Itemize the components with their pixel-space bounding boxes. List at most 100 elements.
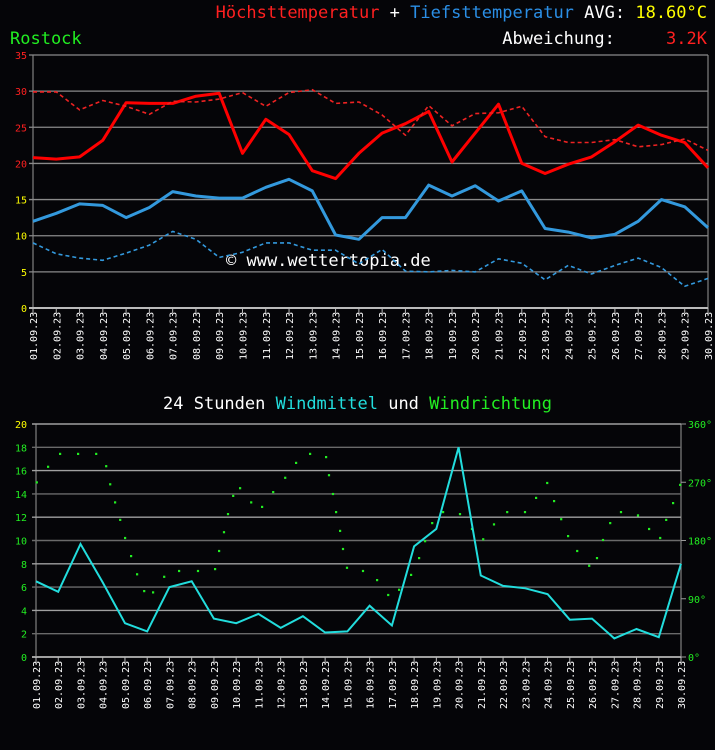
wind-direction-point [152, 591, 155, 594]
x-tick-label: 14.09.23 [321, 661, 332, 709]
wind-direction-point [284, 476, 287, 479]
wind-direction-point [672, 502, 675, 505]
wind-title-middle: und [377, 394, 430, 414]
x-tick-label: 15.09.23 [343, 661, 354, 709]
y-tick-label: 0 [21, 304, 27, 315]
wind-direction-point [339, 529, 342, 532]
avg-value: 18.60°C [635, 3, 707, 23]
wind-direction-point [546, 481, 549, 485]
y-tick-label: 2 [21, 630, 27, 641]
x-tick-label: 13.09.23 [308, 312, 319, 360]
avg-label: AVG: [573, 3, 636, 23]
y-tick-label: 10 [15, 232, 27, 243]
x-tick-label: 27.09.23 [610, 661, 621, 709]
y2-tick-label: 270° [688, 478, 712, 489]
y-tick-label: 15 [15, 196, 27, 207]
x-tick-label: 16.09.23 [378, 312, 389, 360]
x-tick-label: 09.09.23 [210, 661, 221, 709]
y-tick-label: 14 [15, 490, 27, 501]
x-tick-label: 18.09.23 [410, 661, 421, 709]
x-tick-label: 11.09.23 [254, 661, 265, 709]
x-tick-label: 23.09.23 [541, 312, 552, 360]
x-tick-label: 17.09.23 [401, 312, 412, 360]
x-tick-label: 07.09.23 [165, 661, 176, 709]
y2-tick-label: 180° [688, 537, 712, 548]
x-tick-label: 17.09.23 [388, 661, 399, 709]
wind-direction-point [442, 511, 445, 514]
x-tick-label: 21.09.23 [477, 661, 488, 709]
y-tick-label: 25 [15, 123, 27, 134]
wind-direction-point [109, 483, 112, 486]
deviation-line: Abweichung: 3.2K [502, 29, 707, 49]
wind-direction-point [636, 514, 640, 517]
watermark: © www.wettertopia.de [226, 251, 431, 271]
x-tick-label: 03.09.23 [76, 312, 87, 360]
x-tick-label: 20.09.23 [455, 661, 466, 709]
wind-direction-point [214, 568, 217, 571]
x-tick-label: 05.09.23 [121, 661, 132, 709]
y-tick-label: 35 [15, 51, 27, 62]
y2-tick-label: 90° [688, 595, 706, 606]
wind-direction-point [361, 569, 365, 573]
x-tick-label: 12.09.23 [277, 661, 288, 709]
x-tick-label: 22.09.23 [499, 661, 510, 709]
y-tick-label: 0 [21, 653, 27, 664]
wind-direction-point [239, 487, 242, 490]
y2-tick-label: 0° [688, 653, 700, 664]
wind-direction-point [114, 501, 117, 504]
x-tick-label: 20.09.23 [471, 312, 482, 360]
wind-direction-point [35, 481, 38, 484]
wind-direction-point [387, 593, 390, 597]
wind-direction-point [418, 557, 421, 560]
chart-title: Höchsttemperatur + Tiefsttemperatur AVG:… [216, 3, 707, 23]
wind-direction-point [659, 536, 662, 540]
wind-direction-point [458, 513, 462, 516]
city-name: Rostock [10, 29, 82, 49]
x-tick-label: 29.09.23 [681, 312, 692, 360]
x-tick-label: 19.09.23 [432, 661, 443, 709]
wind-direction-point [601, 538, 605, 542]
deviation-value: 3.2K [666, 29, 707, 49]
wind-direction-point [232, 494, 235, 497]
x-tick-label: 28.09.23 [633, 661, 644, 709]
x-tick-label: 05.09.23 [122, 312, 133, 360]
wind-direction-point [376, 579, 379, 582]
wind-direction-point [431, 522, 434, 525]
wind-direction-point [679, 483, 682, 486]
wind-direction-point [47, 465, 50, 468]
temperature-line [32, 91, 710, 181]
temperature-line [32, 177, 710, 241]
wind-direction-point [609, 522, 612, 525]
wind-direction-point [595, 557, 599, 560]
y-tick-label: 18 [15, 443, 27, 454]
x-tick-label: 10.09.23 [232, 661, 243, 709]
title-max-temp: Höchsttemperatur [215, 3, 380, 23]
wind-direction-point [619, 511, 623, 514]
wind-title-prefix: 24 Stunden [163, 394, 276, 414]
y-tick-label: 30 [15, 87, 27, 98]
wind-average-line [35, 447, 682, 640]
x-tick-label: 03.09.23 [76, 661, 87, 709]
x-tick-label: 14.09.23 [332, 312, 343, 360]
x-tick-label: 28.09.23 [657, 312, 668, 360]
x-tick-label: 07.09.23 [169, 312, 180, 360]
climate-line [33, 88, 709, 152]
x-tick-label: 15.09.23 [355, 312, 366, 360]
y-tick-label: 12 [15, 513, 27, 524]
y2-tick-label: 360° [688, 420, 712, 431]
x-tick-label: 24.09.23 [544, 661, 555, 709]
y-tick-label: 4 [21, 606, 27, 617]
x-tick-label: 02.09.23 [52, 312, 63, 360]
wind-direction-point [341, 547, 345, 551]
wind-chart-title: 24 Stunden Windmittel und Windrichtung [0, 394, 715, 414]
y-tick-label: 6 [21, 583, 27, 594]
x-tick-label: 21.09.23 [495, 312, 506, 360]
wind-direction-point [345, 566, 349, 569]
wind-direction-point [130, 555, 133, 558]
wind-direction-point [196, 569, 200, 573]
wind-direction-point [560, 518, 563, 521]
x-tick-label: 16.09.23 [366, 661, 377, 709]
x-tick-label: 25.09.23 [588, 312, 599, 360]
wind-direction-point [250, 501, 253, 504]
